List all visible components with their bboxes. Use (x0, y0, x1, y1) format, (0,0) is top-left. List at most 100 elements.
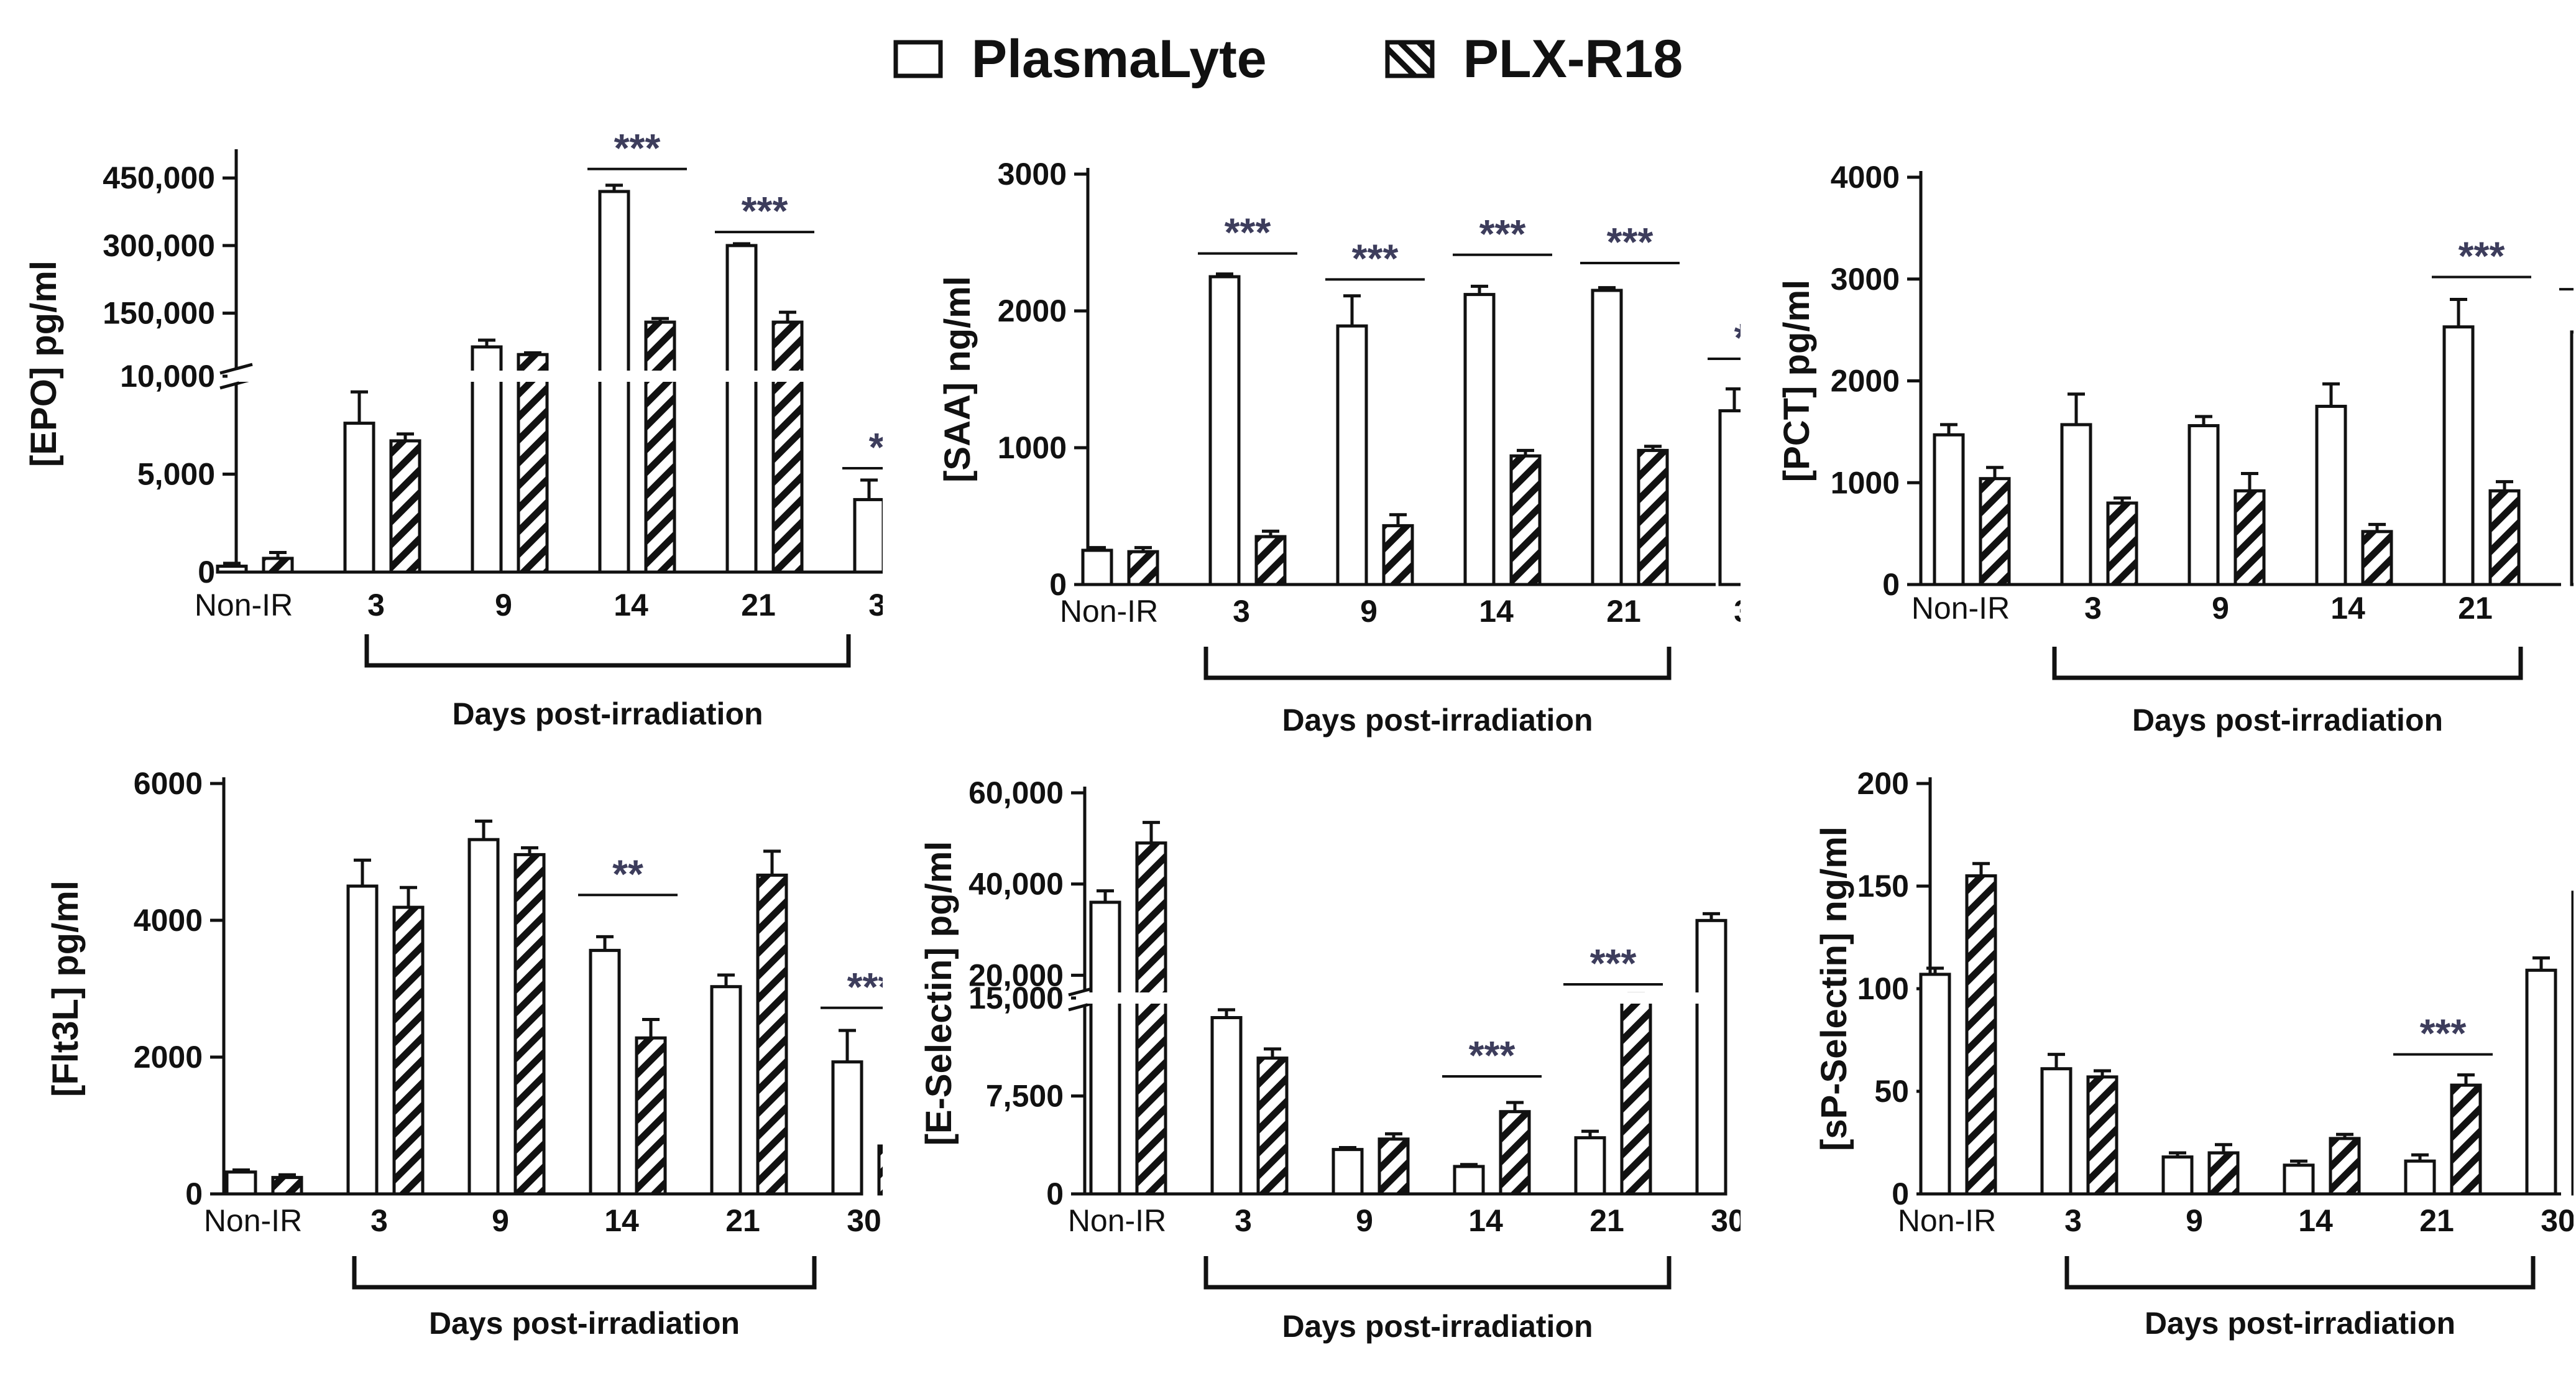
x-category-label: 30 (1711, 1203, 1741, 1238)
y-axis-title: [sP-Selectin] ng/ml (1814, 826, 1854, 1151)
plx-r18-bar (513, 853, 546, 1196)
x-category-label: 9 (1356, 1203, 1373, 1238)
significance-stars: *** (742, 188, 788, 233)
y-tick-label: 150,000 (103, 296, 215, 331)
x-category-label: 21 (1606, 594, 1641, 629)
plx-r18-bar (2106, 501, 2138, 586)
x-category-label: 21 (741, 588, 776, 622)
plx-r18-bar (1979, 477, 2011, 586)
x-category-label: 30 (868, 588, 883, 622)
plasmalyte-bar (1695, 918, 1727, 1196)
x-category-label: 21 (725, 1203, 760, 1238)
plx-r18-bar (517, 353, 549, 574)
y-axis-title: [E-Selectin] pg/ml (919, 841, 959, 1146)
x-category-label: 3 (367, 588, 385, 622)
x-category-label: 21 (2419, 1203, 2454, 1238)
plx-r18-bar (1378, 1137, 1410, 1196)
plasmalyte-bar (1453, 1165, 1485, 1196)
plasmalyte-bar (1208, 275, 1241, 586)
plasmalyte-bar (2570, 330, 2574, 586)
plx-r18-bar (2207, 1151, 2240, 1196)
days-bracket (364, 634, 851, 668)
y-tick-label: 20,000 (968, 958, 1064, 992)
plasmalyte-bar (1081, 548, 1113, 586)
bar-break-band (1087, 992, 1718, 1004)
plasmalyte-bar (2442, 325, 2475, 586)
axis-break-mark (219, 363, 253, 375)
y-tick-label: 10,000 (120, 359, 215, 394)
plx-r18-bar (756, 873, 788, 1196)
y-tick-label: 1000 (1831, 465, 1900, 500)
x-category-label: Non-IR (1898, 1203, 1996, 1238)
x-axis-title: Days post-irradiation (2145, 1306, 2455, 1341)
x-category-label: 3 (2064, 1203, 2082, 1238)
plasmalyte-bar (2161, 1155, 2194, 1196)
y-tick-label: 0 (1046, 1177, 1064, 1211)
y-tick-label: 150 (1857, 869, 1909, 904)
y-axis-title: [EPO] pg/ml (24, 261, 64, 467)
plx-r18-bar (2086, 1075, 2118, 1196)
x-category-label: Non-IR (1911, 591, 2010, 626)
plx-r18-bar (877, 1144, 883, 1196)
x-axis-title: Days post-irradiation (2132, 703, 2443, 737)
open-bar-swatch-icon (893, 40, 943, 78)
plasmalyte-bar (2525, 968, 2557, 1196)
x-category-label: 3 (1233, 594, 1250, 629)
x-category-label: 9 (2212, 591, 2229, 626)
x-category-label: 3 (1235, 1203, 1252, 1238)
x-category-label: 21 (1589, 1203, 1624, 1238)
significance-stars: *** (2459, 233, 2505, 278)
legend: PlasmaLyte PLX-R18 (0, 12, 2576, 106)
y-tick-label: 3000 (998, 157, 1067, 192)
plx-r18-bar (771, 320, 804, 574)
plasmalyte-bar (1574, 1136, 1606, 1196)
x-category-label: Non-IR (1060, 594, 1158, 629)
plasmalyte-bar (1718, 409, 1741, 586)
x-category-label: 14 (1479, 594, 1514, 629)
y-tick-label: 2000 (1831, 364, 1900, 399)
y-tick-label: 50 (1874, 1074, 1909, 1109)
plasmalyte-bar (346, 884, 379, 1196)
x-category-label: 30 (1734, 594, 1741, 629)
days-bracket (1203, 647, 1672, 680)
plx-r18-bar (392, 905, 425, 1196)
plx-r18-bar (1127, 550, 1159, 586)
x-axis-title: Days post-irradiation (1282, 1309, 1593, 1344)
y-tick-label: 0 (1882, 567, 1900, 602)
plasmalyte-bar (2187, 424, 2220, 586)
plasmalyte-bar (2404, 1159, 2436, 1196)
legend-label-plasmalyte: PlasmaLyte (971, 29, 1267, 89)
legend-label-plx-r18: PLX-R18 (1463, 29, 1683, 89)
y-tick-label: 40,000 (968, 867, 1064, 902)
plx-r18-bar (1965, 874, 1997, 1196)
hatched-bar-swatch-icon (1385, 40, 1435, 78)
plx-r18-bar (1382, 524, 1414, 586)
flt3l-chart: 0 2000 4000 6000 [Flt3L] pg/ml Non-IR 3 9 14 21 30… (45, 766, 883, 1341)
y-tick-label: 3000 (1831, 262, 1900, 297)
x-axis-title: Days post-irradiation (452, 696, 763, 731)
significance-stars: *** (1734, 315, 1741, 360)
saa-chart: 0 1000 2000 3000 [SAA] ng/ml Non-IR 3 9 14 21 30 Da… (937, 157, 1741, 737)
days-bracket (2052, 647, 2523, 680)
plx-r18-bar (2450, 1083, 2482, 1196)
plx-r18-bar (262, 557, 294, 574)
x-category-label: 30 (847, 1203, 881, 1238)
x-category-label: Non-IR (195, 588, 293, 622)
y-axis-title: [SAA] ng/ml (937, 276, 978, 483)
plx-r18-bar (2329, 1137, 2361, 1196)
significance-stars: *** (2420, 1011, 2467, 1056)
plasmalyte-bar (589, 948, 621, 1196)
plasmalyte-bar (471, 345, 503, 574)
x-category-label: 30 (2541, 1203, 2574, 1238)
plx-r18-bar (635, 1036, 667, 1196)
plx-r18-bar (1509, 454, 1542, 586)
plasmalyte-bar (710, 985, 742, 1196)
x-category-label: 9 (2186, 1203, 2203, 1238)
x-category-label: Non-IR (1068, 1203, 1166, 1238)
plasmalyte-bar (2315, 404, 2347, 586)
days-bracket (2064, 1256, 2536, 1290)
y-tick-label: 300,000 (103, 228, 215, 263)
plasmalyte-bar (2060, 423, 2092, 586)
x-category-label: 14 (1468, 1203, 1503, 1238)
y-tick-label: 100 (1857, 971, 1909, 1006)
